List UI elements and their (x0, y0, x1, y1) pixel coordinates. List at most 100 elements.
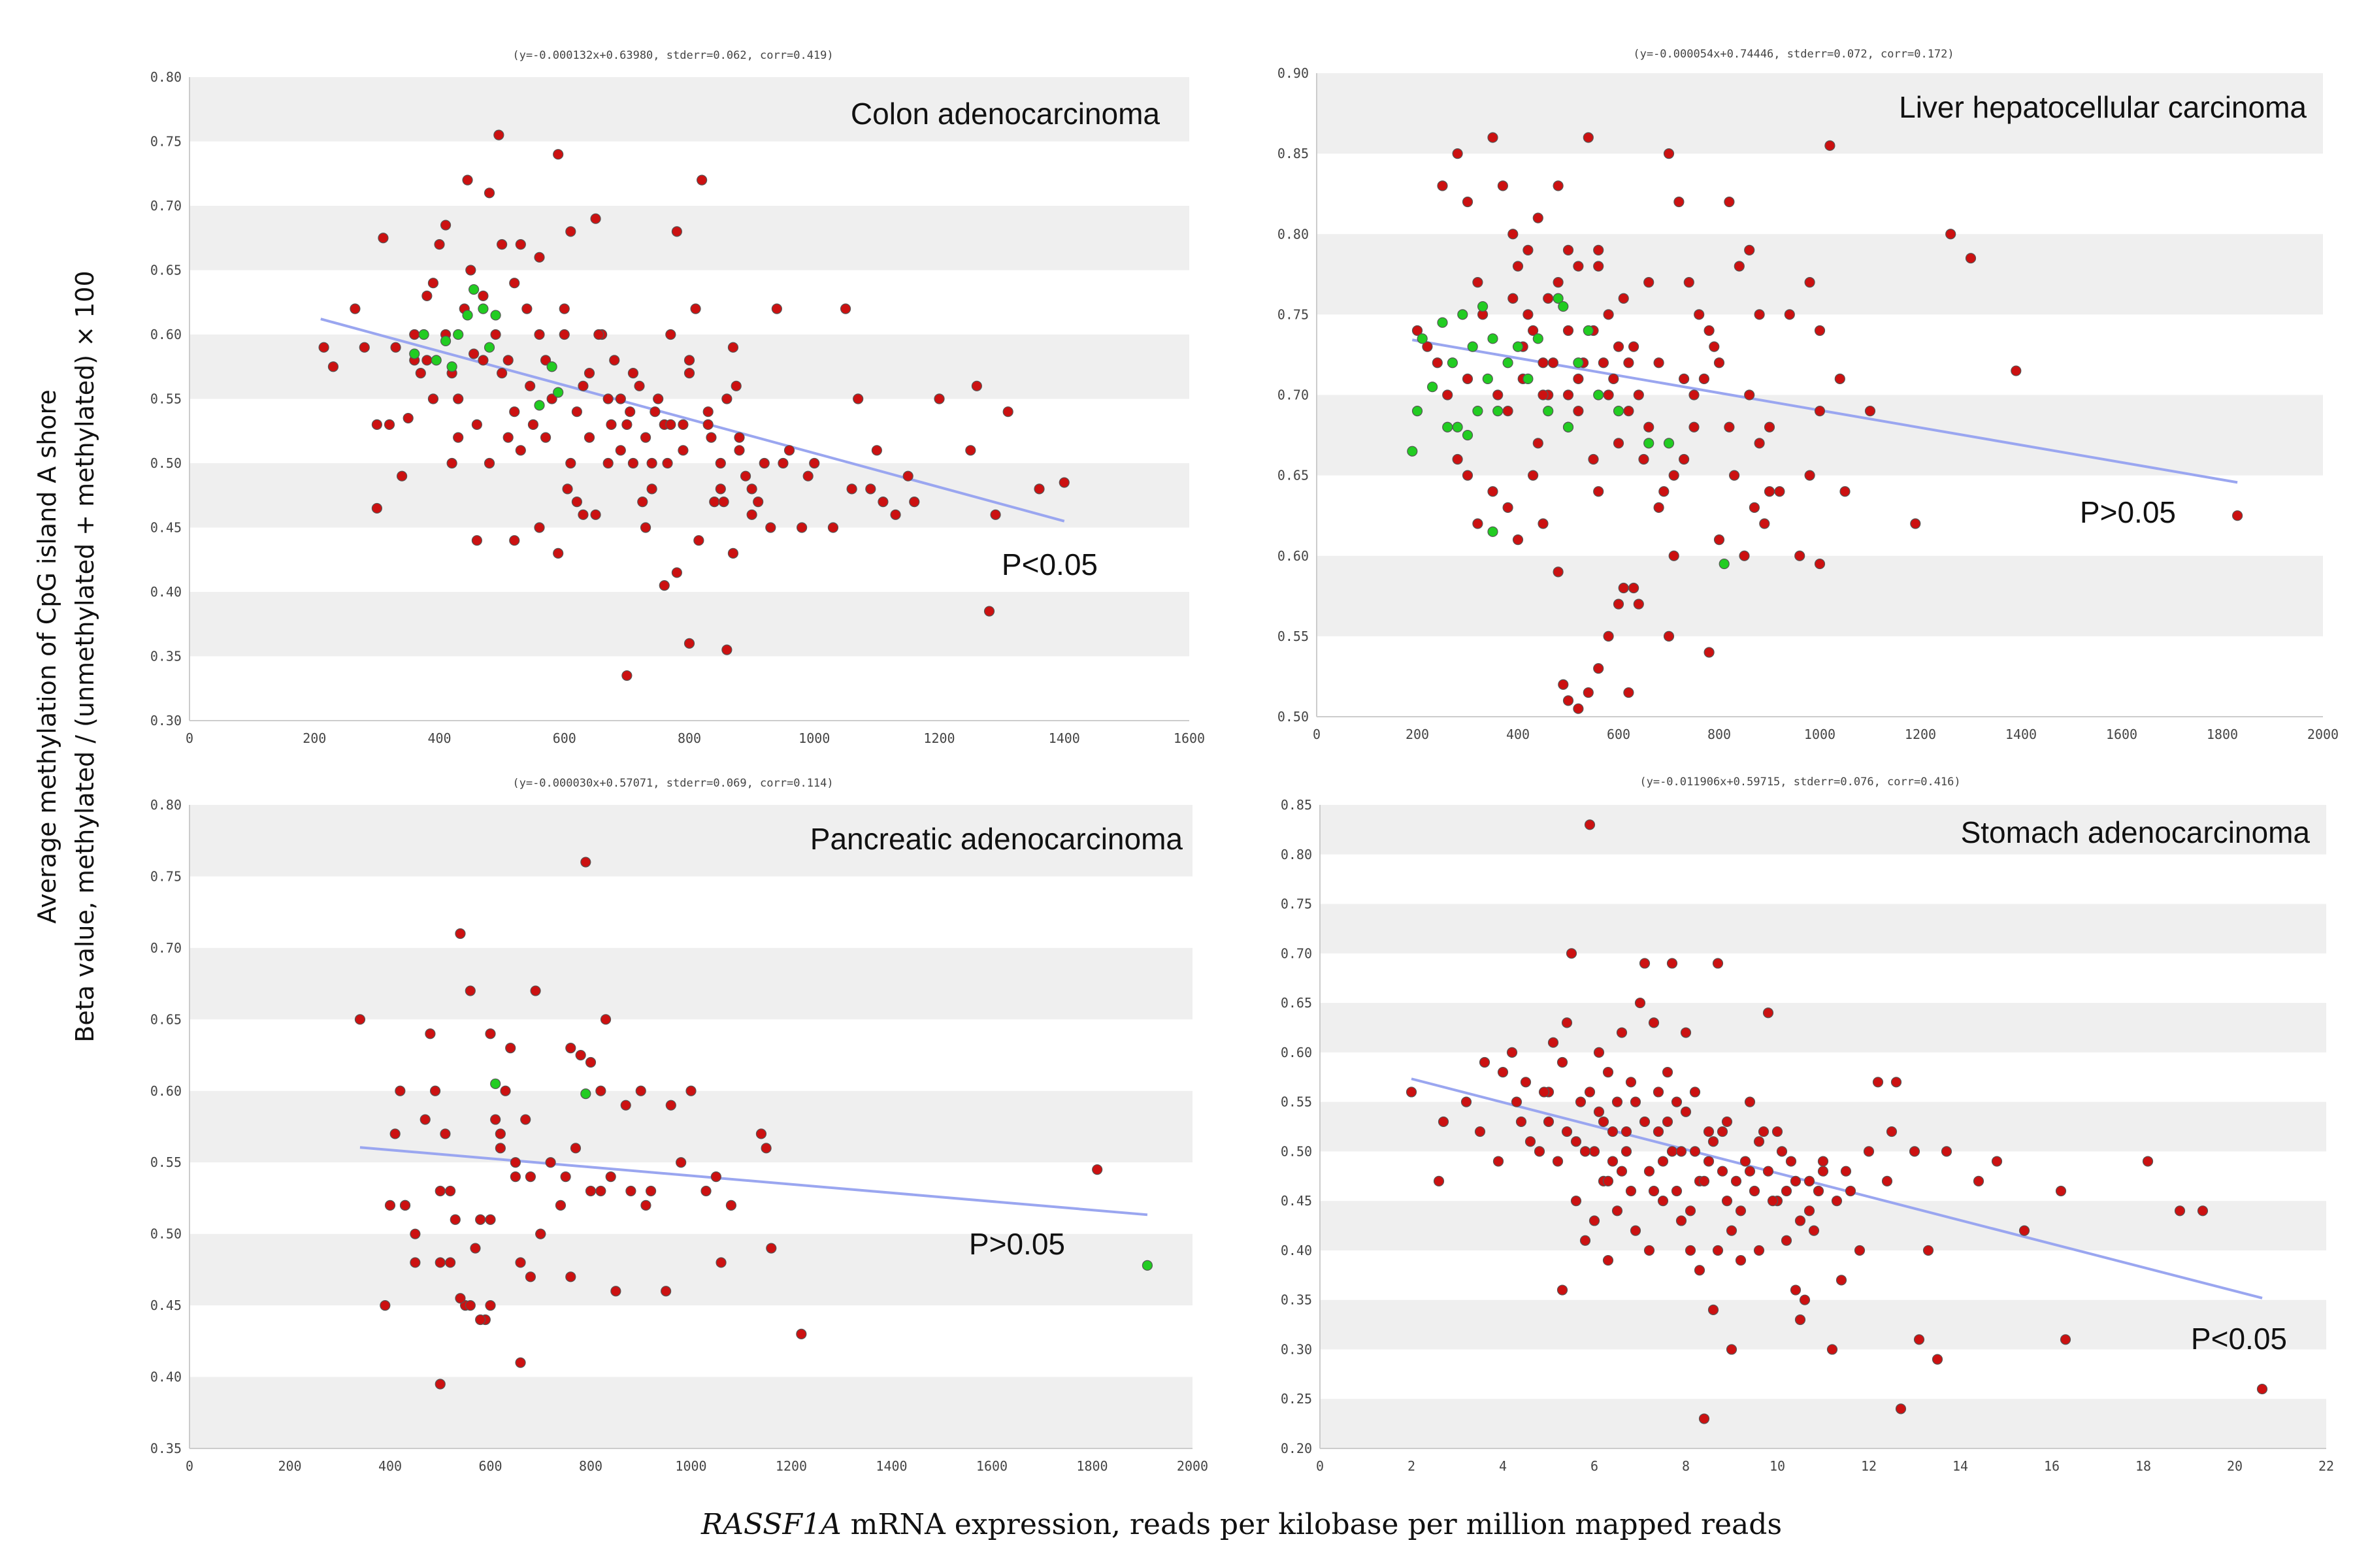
tumor-point (602, 457, 614, 469)
tumor-point (1724, 196, 1735, 208)
y-tick-label: 0.75 (1281, 896, 1312, 912)
tumor-point (553, 547, 564, 559)
normal-point (1522, 373, 1534, 384)
tumor-point (371, 419, 382, 431)
y-tick-label: 0.35 (150, 1441, 182, 1456)
tumor-point (783, 445, 795, 456)
tumor-point (1538, 1086, 1550, 1098)
normal-point (478, 303, 489, 314)
tumor-point (1890, 1077, 1902, 1088)
grid-band (1320, 805, 2326, 855)
y-tick-label: 0.50 (1281, 1143, 1312, 1159)
tumor-point (615, 445, 626, 456)
regression-line (359, 1146, 1148, 1217)
normal-point (468, 284, 480, 295)
grid-band (189, 206, 1189, 270)
normal-point (1593, 389, 1604, 400)
tumor-point (546, 393, 557, 404)
tumor-point (1808, 1225, 1820, 1236)
tumor-point (1762, 1166, 1774, 1177)
y-tick-label: 0.20 (1281, 1441, 1312, 1456)
tumor-point (1607, 1126, 1619, 1137)
tumor-point (1623, 357, 1634, 368)
tumor-point (1512, 534, 1524, 546)
tumor-point (1643, 1166, 1655, 1177)
normal-point (580, 1088, 591, 1100)
tumor-point (462, 174, 473, 186)
tumor-point (1588, 453, 1599, 465)
tumor-point (609, 355, 620, 366)
tumor-point (665, 1100, 676, 1111)
normal-point (1142, 1260, 1153, 1271)
tumor-point (1034, 483, 1045, 495)
tumor-point (421, 355, 433, 366)
tumor-point (1814, 406, 1826, 417)
tumor-point (1462, 196, 1473, 208)
tumor-point (446, 457, 457, 469)
tumor-point (1881, 1175, 1893, 1186)
grid-band (189, 77, 1189, 142)
tumor-point (1753, 1136, 1765, 1147)
tumor-point (453, 393, 464, 404)
tumor-point (434, 239, 445, 250)
tumor-point (840, 303, 851, 314)
x-tick-label: 1600 (1174, 730, 1205, 746)
tumor-point (565, 457, 576, 469)
tumor-point (1575, 1096, 1587, 1107)
tumor-point (1845, 1185, 1856, 1197)
tumor-point (1502, 406, 1513, 417)
tumor-point (484, 188, 495, 199)
tumor-point (1613, 438, 1624, 449)
normal-point (1477, 301, 1489, 312)
normal-point (440, 335, 452, 346)
x-tick-label: 2000 (1177, 1458, 1208, 1474)
tumor-point (427, 393, 439, 404)
tumor-point (610, 1286, 621, 1297)
tumor-point (1683, 277, 1694, 288)
tumor-point (1583, 132, 1594, 143)
tumor-point (1653, 1126, 1664, 1137)
p-value-label: P>0.05 (969, 1227, 1065, 1261)
tumor-point (971, 380, 982, 391)
tumor-point (1474, 1126, 1486, 1137)
tumor-point (359, 342, 370, 353)
tumor-point (593, 329, 604, 340)
grid-band (189, 1233, 1193, 1306)
tumor-point (676, 1157, 687, 1168)
y-tick-label: 0.55 (150, 1154, 182, 1170)
tumor-point (1628, 341, 1639, 352)
x-tick-label: 0 (1313, 727, 1321, 742)
tumor-point (455, 928, 466, 939)
tumor-point (1552, 1156, 1564, 1167)
tumor-point (1863, 1146, 1875, 1157)
tumor-point (683, 355, 695, 366)
tumor-point (1406, 1086, 1417, 1098)
tumor-point (1707, 1304, 1719, 1315)
tumor-point (1803, 1205, 1815, 1217)
tumor-point (553, 149, 564, 160)
tumor-point (1721, 1116, 1733, 1128)
tumor-point (1487, 486, 1498, 497)
regression-line (1411, 1077, 2263, 1299)
tumor-point (1673, 196, 1685, 208)
tumor-point (1689, 1146, 1701, 1157)
tumor-point (1784, 309, 1795, 320)
tumor-point (1543, 293, 1554, 304)
tumor-point (1573, 373, 1584, 384)
tumor-point (465, 265, 476, 276)
tumor-point (1744, 1096, 1756, 1107)
tumor-point (853, 393, 864, 404)
tumor-point (1588, 1215, 1600, 1226)
tumor-point (1817, 1166, 1829, 1177)
normal-point (1583, 325, 1594, 336)
tumor-point (500, 1085, 511, 1096)
tumor-point (1472, 518, 1483, 529)
tumor-point (1438, 1116, 1449, 1128)
tumor-point (1570, 1136, 1582, 1147)
tumor-point (646, 483, 657, 495)
y-tick-label: 0.75 (150, 868, 182, 884)
normal-point (1452, 421, 1463, 433)
tumor-point (1593, 1047, 1605, 1058)
tumor-point (709, 496, 720, 508)
tumor-point (706, 432, 717, 443)
